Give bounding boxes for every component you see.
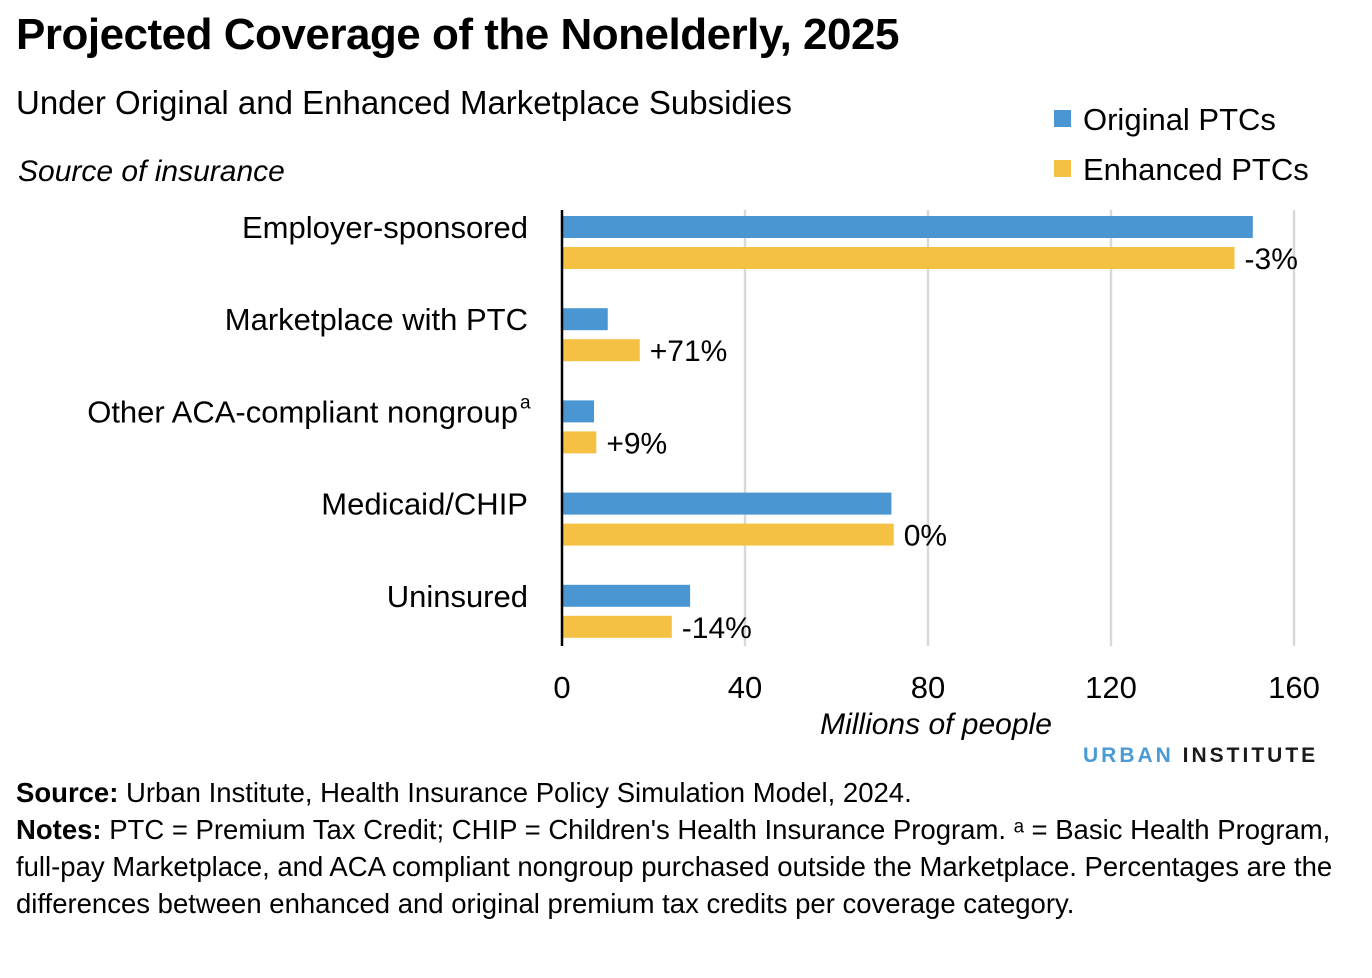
bar-original [562,400,595,423]
category-label: Employer-sponsored [242,210,528,245]
bar-chart: -3% Employer-sponsored +71% Marketplace wit… [87,210,1320,741]
data-label: -14% [682,612,752,645]
category-label: Other ACA-compliant nongroup [87,394,518,429]
category-label: Medicaid/CHIP [321,487,528,522]
urban-institute-logo: URBAN INSTITUTE [1083,744,1318,768]
category-label: Marketplace with PTC [225,302,528,337]
bar-original [562,492,892,515]
x-tick-label: 0 [553,670,570,705]
source-text: Urban Institute, Health Insurance Policy… [126,777,912,808]
bar-original [562,308,608,331]
source-note: Source: Urban Institute, Health Insuranc… [16,774,1356,811]
x-axis-title: Millions of people [820,708,1052,741]
y-axis-title: Source of insurance [18,155,285,188]
legend-label-original: Original PTCs [1083,102,1276,137]
category-label-superscript: a [520,392,531,413]
chart-subtitle: Under Original and Enhanced Marketplace … [16,84,792,121]
x-tick-label: 80 [911,670,945,705]
category-label: Uninsured [387,579,528,614]
data-label: 0% [904,520,947,553]
bar-original [562,216,1253,238]
notes-label: Notes: [16,814,102,845]
source-label: Source: [16,777,119,808]
legend-item-enhanced: Enhanced PTCs [1054,152,1309,188]
logo-part-institute: INSTITUTE [1182,744,1319,767]
bar-enhanced [562,523,894,546]
bar-enhanced [562,247,1235,269]
bar-enhanced [562,339,640,362]
legend-item-original: Original PTCs [1054,102,1276,138]
chart-footer: Source: Urban Institute, Health Insuranc… [16,774,1356,922]
notes: Notes: PTC = Premium Tax Credit; CHIP = … [16,811,1356,922]
bar-original [562,584,691,607]
data-label: +71% [650,335,728,368]
bar-enhanced [562,431,597,454]
data-label: +9% [606,427,667,460]
legend-label-enhanced: Enhanced PTCs [1083,152,1309,187]
legend-swatch-enhanced [1054,160,1071,178]
bar-enhanced [562,615,672,638]
chart-title: Projected Coverage of the Nonelderly, 20… [16,10,899,59]
x-tick-label: 160 [1268,670,1320,705]
legend-swatch-original [1054,110,1071,128]
x-tick-label: 40 [728,670,762,705]
notes-text: PTC = Premium Tax Credit; CHIP = Childre… [16,814,1333,919]
x-tick-label: 120 [1085,670,1137,705]
logo-part-urban: URBAN [1083,744,1174,767]
data-label: -3% [1245,243,1298,276]
